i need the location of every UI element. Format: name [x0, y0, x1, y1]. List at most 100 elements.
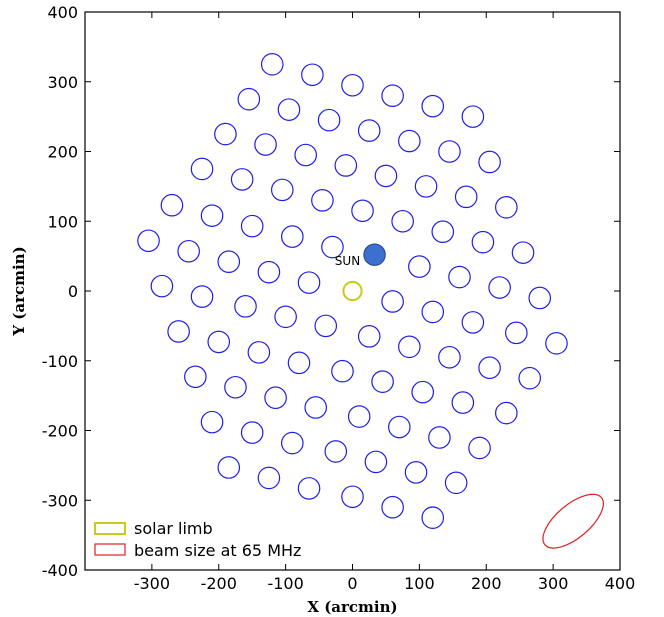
beam-circle [264, 386, 287, 410]
x-tick-label: -300 [134, 574, 170, 593]
beam-circle [274, 305, 297, 329]
sun-label: SUN [335, 254, 360, 268]
beam-circle [388, 415, 411, 439]
beam-circle [421, 94, 445, 118]
beams-layer [137, 53, 568, 529]
beam-circle [240, 214, 264, 238]
x-tick-label: 200 [471, 574, 502, 593]
beam-circle [160, 193, 184, 217]
beam-circle [150, 274, 174, 298]
beam-circle [357, 325, 381, 348]
beam-circle [281, 225, 304, 248]
beam-circle [448, 265, 471, 289]
beam-circle [257, 260, 281, 284]
y-tick-label: 400 [47, 3, 78, 22]
beam-circle [461, 105, 485, 128]
beam-circle [411, 380, 435, 404]
beam-circle [381, 290, 404, 313]
beam-circle [214, 122, 237, 146]
beam-circle [495, 196, 518, 219]
beam-circle [270, 178, 294, 202]
ticks-layer: -300 -200 -100 0 100 200 300 400 -400 -300 -200 -10… [42, 3, 636, 593]
beam-circle [190, 285, 214, 308]
beam-circle [461, 311, 485, 334]
legend-swatch-solar-limb [94, 522, 126, 535]
y-tick-label: -300 [42, 491, 78, 510]
beam-circle [408, 255, 431, 278]
beam-circle [260, 53, 284, 76]
x-tick-label: 100 [404, 574, 435, 593]
beam-circle [364, 450, 388, 474]
beam-circle [217, 250, 241, 274]
beam-circle [421, 506, 445, 529]
y-tick-label: -100 [42, 352, 78, 371]
beam-circle [518, 366, 542, 390]
x-tick-label: 400 [605, 574, 636, 593]
beam-circle [488, 276, 511, 299]
beam-circle [257, 466, 281, 490]
beam-circle [294, 143, 317, 167]
beam-65mhz-ellipse [542, 493, 604, 549]
beam-circle [357, 119, 381, 142]
beam-circle [297, 477, 321, 500]
x-tick-label: -200 [201, 574, 237, 593]
beam-circle [428, 426, 451, 449]
beam-circle [391, 209, 414, 233]
y-tick-label: 0 [68, 282, 78, 301]
beam-circle [297, 271, 321, 294]
beam-circle [421, 300, 445, 324]
beam-circle [438, 345, 461, 369]
beam-circle [190, 157, 214, 181]
beam-circle [478, 150, 501, 174]
beam-circle [454, 185, 478, 209]
beam-circle [247, 341, 271, 364]
beam-circle [451, 391, 475, 414]
beam-circle [398, 129, 421, 153]
x-tick-label: -100 [267, 574, 303, 593]
beam-circle [281, 431, 304, 455]
beam-circle [398, 335, 421, 359]
legend: solar limb beam size at 65 MHz [94, 519, 301, 560]
beam-circle [444, 471, 468, 495]
beam-circle [334, 154, 358, 177]
beam-circle [301, 63, 324, 87]
beam-circle [511, 241, 535, 264]
beam-circle [478, 356, 501, 380]
beam-circle [304, 396, 328, 419]
beam-circle [324, 440, 348, 463]
beam-circle [381, 495, 404, 519]
marker-layer [342, 243, 604, 549]
beam-circle [528, 286, 552, 310]
y-tick-label: -200 [42, 422, 78, 441]
beam-circle [314, 314, 338, 338]
filled-beam-circle [363, 243, 386, 266]
beam-circle [137, 229, 160, 253]
solar-limb-circle [342, 280, 363, 302]
beam-circle [287, 351, 311, 375]
beam-circle [404, 461, 428, 484]
beam-circle [374, 164, 398, 188]
beam-circle [471, 230, 495, 254]
x-tick-label: 300 [538, 574, 569, 593]
beam-circle [207, 330, 231, 354]
legend-swatch-beam-size [94, 543, 126, 556]
y-tick-label: -400 [42, 561, 78, 580]
beam-circle [351, 199, 374, 223]
beam-circle [200, 410, 224, 434]
beam-circle [371, 370, 394, 393]
beam-circle [331, 359, 354, 383]
beam-circle [381, 84, 404, 107]
beam-circle [341, 73, 364, 97]
beam-circle [167, 320, 190, 343]
y-tick-label: 100 [47, 212, 78, 231]
y-axis-label: Y (arcmin) [10, 246, 28, 336]
beam-circle [347, 405, 371, 428]
beam-circle [234, 295, 257, 318]
beam-circle [431, 220, 455, 244]
beam-circle [414, 175, 438, 198]
x-axis-label: X (arcmin) [307, 598, 397, 616]
beam-circle [341, 485, 364, 509]
legend-label-beam-size: beam size at 65 MHz [134, 541, 301, 560]
beam-circle [177, 239, 200, 263]
beam-circle [237, 87, 261, 111]
